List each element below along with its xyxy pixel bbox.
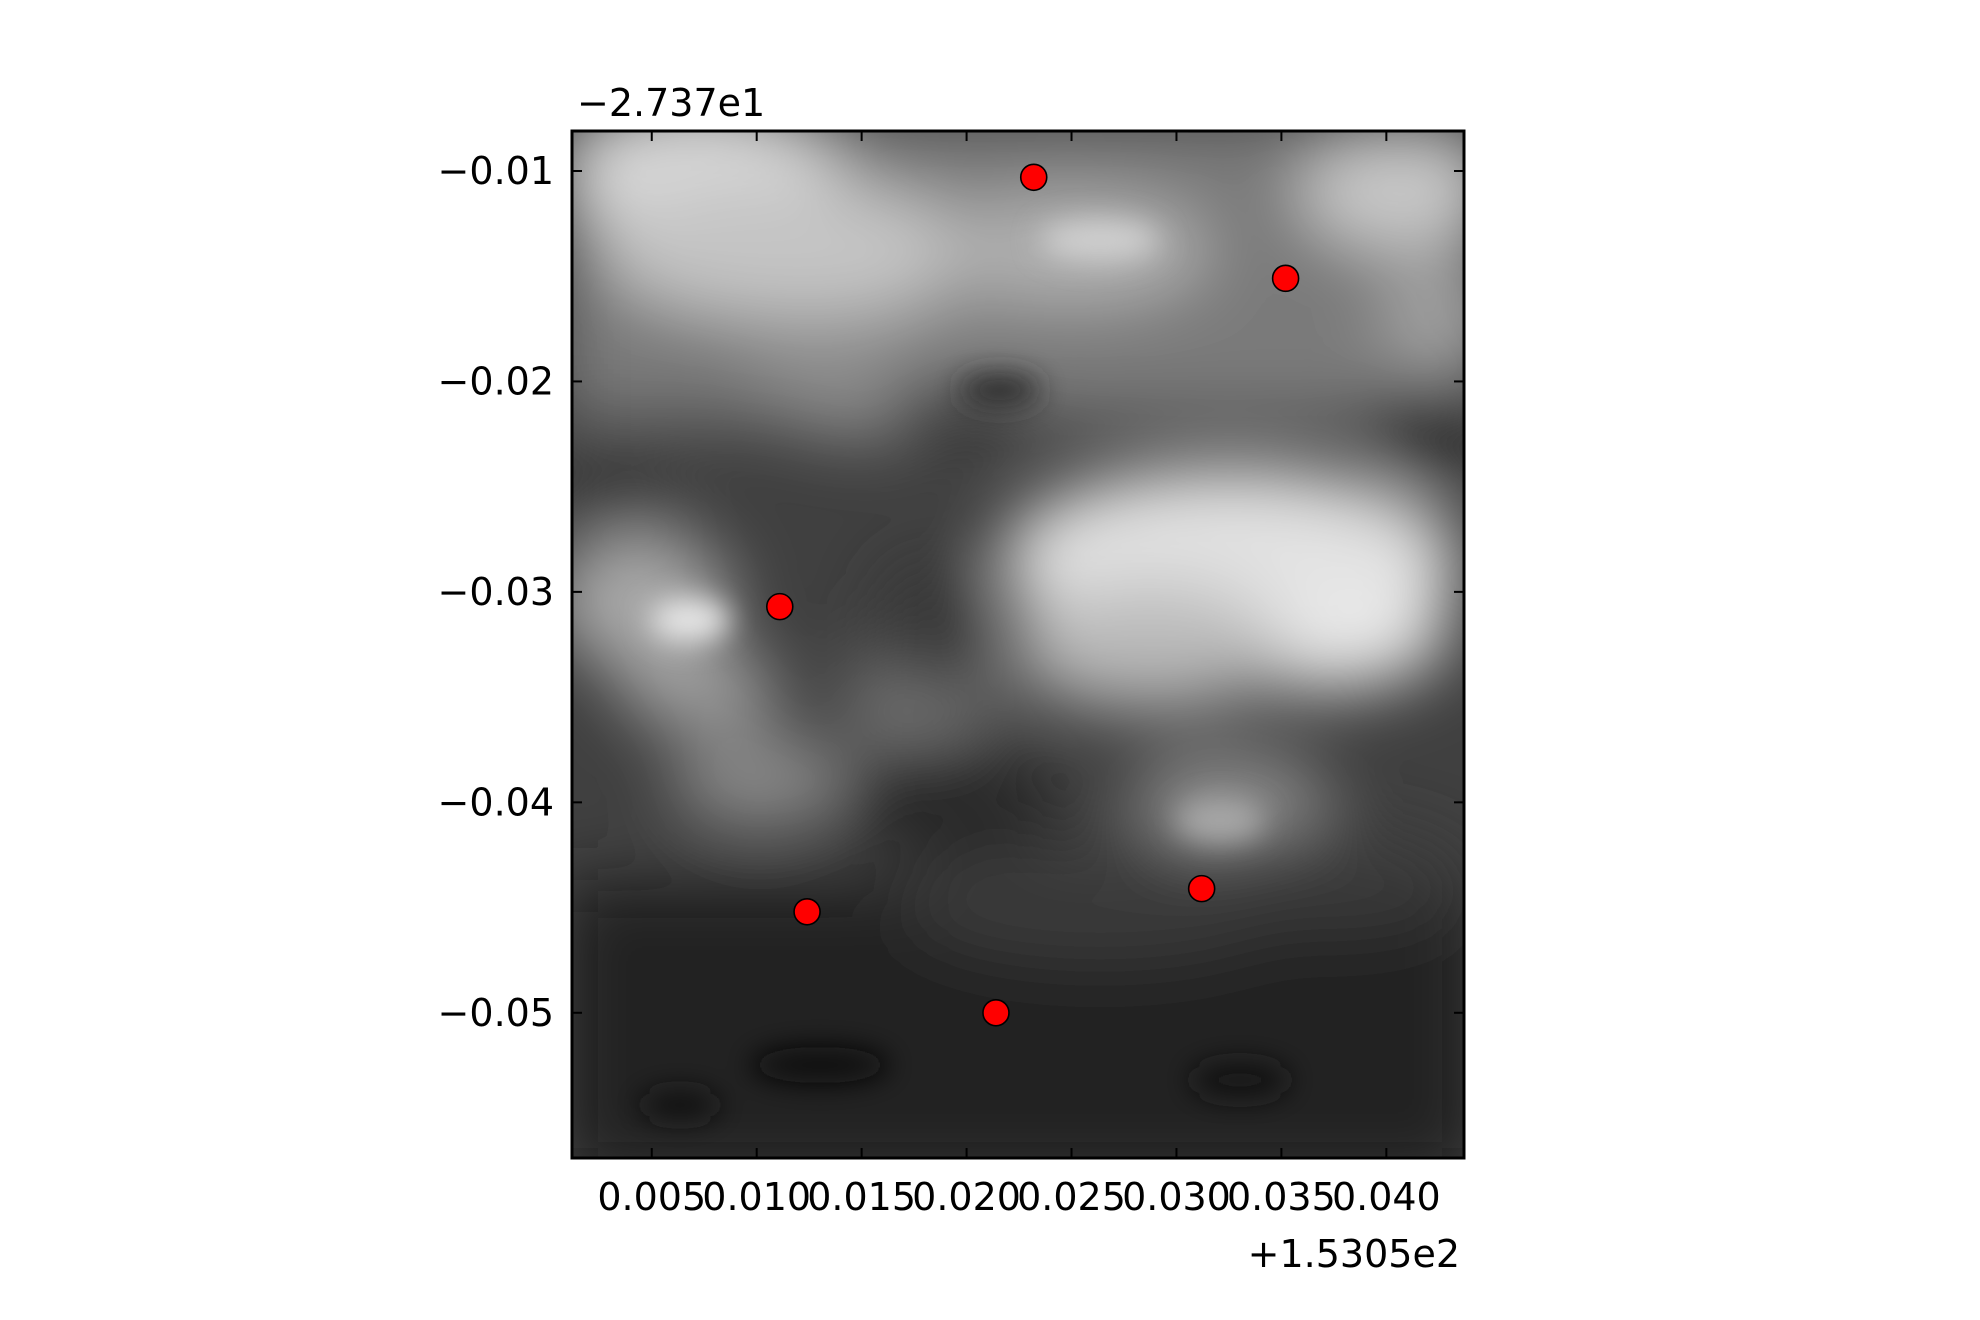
y-offset-label: −2.737e1 <box>577 81 765 125</box>
x-offset-label: +1.5305e2 <box>1248 1232 1460 1276</box>
scatter-points <box>765 163 1300 1027</box>
scatter-point <box>1271 264 1300 293</box>
y-tick-label: −0.05 <box>438 991 554 1035</box>
contour-background <box>572 131 1464 1158</box>
x-tick-label: 0.015 <box>807 1175 916 1219</box>
y-tick-label: −0.01 <box>438 149 554 193</box>
scatter-point <box>1187 874 1216 903</box>
x-tick-label: 0.005 <box>597 1175 706 1219</box>
x-tick-label: 0.030 <box>1122 1175 1231 1219</box>
x-tick-label: 0.025 <box>1017 1175 1126 1219</box>
scatter-point <box>793 897 821 926</box>
axis-ticks: 0.0050.0100.0150.0200.0250.0300.0350.040… <box>438 131 1464 1219</box>
x-tick-label: 0.040 <box>1332 1175 1441 1219</box>
plot-frame <box>570 129 1466 1160</box>
scatter-point <box>982 998 1010 1027</box>
y-tick-label: −0.03 <box>438 570 554 614</box>
y-tick-label: −0.04 <box>438 780 554 824</box>
x-tick-label: 0.020 <box>912 1175 1021 1219</box>
x-tick-label: 0.035 <box>1227 1175 1336 1219</box>
scatter-point <box>1019 163 1048 192</box>
x-tick-label: 0.010 <box>702 1175 811 1219</box>
scatter-point <box>765 592 794 621</box>
y-tick-label: −0.02 <box>438 359 554 403</box>
